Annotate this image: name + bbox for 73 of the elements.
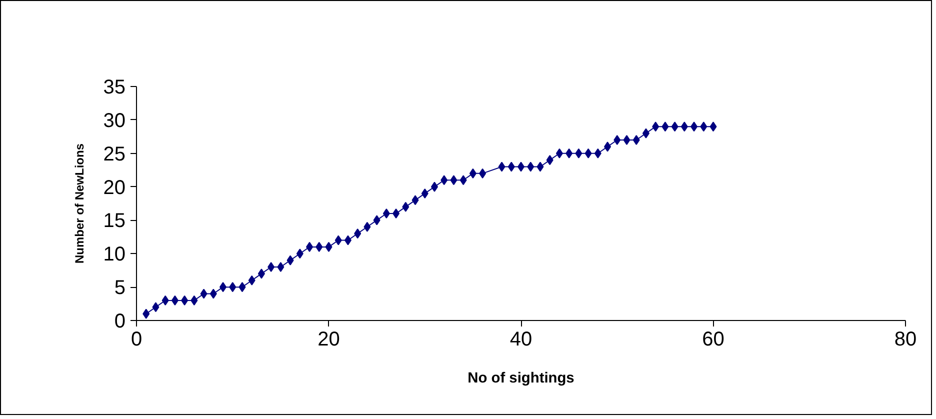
point [238, 282, 246, 292]
point [652, 122, 660, 132]
point [421, 188, 428, 198]
point [450, 175, 458, 186]
y-tick-label: 5 [114, 277, 126, 300]
point [268, 262, 275, 272]
point [354, 228, 362, 239]
point [210, 288, 217, 299]
point [575, 148, 582, 158]
point [623, 134, 630, 145]
point [316, 242, 323, 252]
point [306, 242, 314, 252]
point [392, 208, 400, 219]
point [382, 208, 390, 219]
point [614, 134, 621, 145]
point [536, 162, 544, 172]
x-tick-label: 40 [510, 328, 532, 350]
point [162, 295, 169, 306]
point [412, 195, 419, 206]
y-tick-label: 15 [103, 210, 126, 232]
point [440, 175, 448, 186]
point [248, 275, 256, 286]
point [373, 215, 380, 226]
point [642, 128, 650, 138]
point [710, 122, 717, 132]
point [680, 122, 688, 132]
point [584, 148, 592, 158]
point [325, 242, 332, 252]
point [479, 168, 486, 178]
point [604, 142, 612, 152]
point [556, 148, 563, 158]
point [527, 162, 534, 172]
point [152, 302, 160, 312]
point [430, 182, 438, 192]
point [190, 295, 198, 306]
y-tick-label: 20 [103, 176, 126, 199]
point [469, 168, 476, 178]
point [344, 235, 352, 246]
x-tick-label: 60 [702, 328, 724, 350]
point [566, 148, 573, 158]
point [690, 122, 698, 132]
x-tick-label: 20 [318, 328, 340, 350]
point [498, 162, 506, 172]
point [334, 235, 342, 246]
point [546, 155, 554, 166]
y-tick-label: 35 [103, 76, 126, 98]
y-tick-label: 25 [103, 143, 126, 166]
point [460, 175, 467, 186]
point [229, 282, 236, 292]
point [632, 134, 640, 145]
point [296, 248, 304, 259]
point [364, 222, 371, 232]
point [200, 288, 208, 299]
point [258, 268, 265, 279]
point [671, 122, 678, 132]
x-tick-label: 80 [894, 328, 917, 350]
point [700, 122, 708, 132]
x-axis-title: No of sightings [468, 370, 574, 386]
point [277, 262, 284, 272]
y-tick-label: 0 [114, 310, 126, 332]
y-axis-title: Number of NewLions [72, 143, 86, 264]
y-tick-label: 10 [103, 244, 126, 266]
point [171, 295, 178, 306]
point [662, 122, 669, 132]
point [402, 202, 410, 212]
x-tick-label: 0 [130, 328, 142, 350]
point [286, 255, 294, 266]
point [142, 308, 150, 319]
point [508, 162, 515, 172]
point [220, 282, 227, 292]
point [181, 295, 188, 306]
y-tick-label: 30 [103, 110, 126, 132]
point [594, 148, 602, 158]
